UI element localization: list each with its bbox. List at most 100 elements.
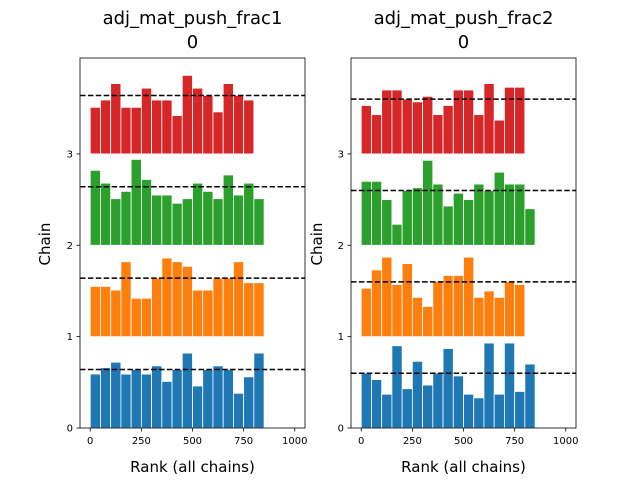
bar-chain-0-bin-12: [212, 365, 224, 429]
bar-chain-0-bin-0: [360, 372, 372, 429]
bar-chain-1-bin-9: [452, 275, 464, 338]
bar-chain-3-bin-8: [442, 105, 454, 155]
bar-chain-0-bin-14: [504, 342, 516, 429]
bar-chain-1-bin-3: [120, 261, 132, 338]
bar-chain-3-bin-7: [432, 114, 444, 155]
bar-chain-3-bin-3: [120, 106, 132, 155]
bar-chain-2-bin-10: [463, 199, 475, 246]
x-axis-label: Rank (all chains): [130, 458, 255, 476]
bar-chain-0-bin-7: [432, 372, 444, 429]
bar-chain-0-bin-2: [381, 393, 393, 429]
bar-chain-3-bin-10: [192, 87, 204, 155]
x-tick-label: 0: [358, 436, 364, 447]
bar-chain-0-bin-8: [171, 369, 183, 429]
bar-chain-0-bin-5: [140, 373, 152, 429]
bar-chain-2-bin-4: [130, 159, 142, 246]
bar-chain-2-bin-6: [151, 194, 163, 246]
y-tick-label: 2: [338, 241, 344, 252]
bar-chain-0-bin-6: [422, 384, 434, 429]
bar-chain-1-bin-1: [371, 269, 383, 338]
bar-chain-0-bin-13: [493, 393, 505, 429]
bar-chain-3-bin-7: [161, 99, 173, 155]
bar-chain-2-bin-2: [381, 199, 393, 246]
bar-chain-1-bin-6: [151, 277, 163, 338]
bar-chain-2-bin-7: [161, 194, 173, 246]
bar-chain-1-bin-16: [253, 282, 265, 338]
x-tick-label: 750: [234, 436, 253, 447]
bar-chain-2-bin-13: [222, 174, 234, 246]
bar-chain-0-bin-4: [130, 369, 142, 429]
panel-title-line-1: adj_mat_push_frac1: [103, 8, 283, 29]
bar-chain-3-bin-11: [202, 95, 214, 155]
bar-chain-2-bin-10: [192, 182, 204, 246]
y-tick-label: 0: [67, 424, 73, 435]
bar-chain-3-bin-4: [130, 106, 142, 155]
bar-chain-1-bin-14: [233, 261, 245, 338]
bar-chain-1-bin-11: [473, 296, 485, 338]
bar-chain-3-bin-9: [181, 74, 193, 155]
bar-chain-1-bin-12: [212, 277, 224, 338]
bar-chain-1-bin-8: [442, 275, 454, 338]
bar-chain-2-bin-12: [212, 198, 224, 246]
bar-chain-1-bin-5: [411, 296, 423, 338]
bar-chain-0-bin-11: [473, 397, 485, 429]
bar-chain-0-bin-3: [391, 345, 403, 429]
bar-chain-0-bin-11: [202, 369, 214, 429]
bar-chain-1-bin-0: [360, 287, 372, 338]
bar-chain-2-bin-3: [120, 190, 132, 246]
bar-chain-3-bin-6: [422, 95, 434, 155]
bar-chain-2-bin-0: [89, 169, 101, 246]
bar-chain-2-bin-16: [253, 198, 265, 246]
bar-chain-2-bin-4: [401, 190, 413, 246]
bar-chain-0-bin-1: [371, 379, 383, 429]
panel-title-line-1: adj_mat_push_frac2: [374, 8, 554, 29]
bar-chain-3-bin-4: [401, 98, 413, 155]
bar-chain-0-bin-10: [463, 393, 475, 429]
y-tick-label: 1: [338, 332, 344, 343]
bar-chain-3-bin-1: [100, 99, 112, 155]
y-tick-label: 1: [67, 332, 73, 343]
panel-adj-mat-push-frac2: adj_mat_push_frac2 0 Chain Rank (all cha…: [308, 8, 578, 476]
bar-chain-0-bin-1: [100, 367, 112, 429]
bar-chain-2-bin-8: [171, 202, 183, 246]
bar-chain-0-bin-9: [181, 352, 193, 429]
y-tick-label: 3: [338, 149, 344, 160]
y-tick-label: 3: [67, 149, 73, 160]
bar-chain-0-bin-13: [222, 369, 234, 429]
bar-chain-0-bin-15: [514, 391, 526, 429]
bar-chain-2-bin-11: [473, 183, 485, 246]
y-axis-label: Chain: [36, 223, 54, 266]
bar-chain-3-bin-0: [89, 106, 101, 155]
panel-title-line-2: 0: [187, 32, 198, 53]
bar-chain-1-bin-12: [483, 290, 495, 338]
x-tick-label: 250: [132, 436, 151, 447]
bar-chain-1-bin-14: [504, 281, 516, 338]
bar-chain-0-bin-7: [161, 381, 173, 429]
y-axis-label: Chain: [308, 223, 326, 266]
bar-chain-1-bin-4: [130, 297, 142, 338]
x-tick-label: 250: [403, 436, 422, 447]
x-tick-label: 1000: [282, 436, 307, 447]
bar-chain-0-bin-5: [411, 360, 423, 429]
bar-chain-3-bin-15: [514, 86, 526, 155]
x-tick-label: 500: [183, 436, 202, 447]
bar-chain-1-bin-13: [222, 277, 234, 338]
bar-chain-1-bin-0: [89, 285, 101, 338]
bar-chain-2-bin-15: [243, 182, 255, 246]
bar-chain-1-bin-6: [422, 306, 434, 338]
bar-chain-3-bin-12: [483, 83, 495, 155]
bar-chain-0-bin-16: [253, 352, 265, 429]
bar-chain-2-bin-1: [100, 182, 112, 246]
bar-chain-0-bin-10: [192, 385, 204, 429]
panel-adj-mat-push-frac1: adj_mat_push_frac1 0 Chain Rank (all cha…: [36, 8, 307, 476]
bar-chain-2-bin-8: [442, 205, 454, 246]
x-tick-label: 1000: [553, 436, 578, 447]
bar-chain-2-bin-9: [452, 192, 464, 246]
y-tick-label: 2: [67, 241, 73, 252]
bar-chain-0-bin-14: [233, 392, 245, 429]
bar-chain-3-bin-13: [222, 83, 234, 155]
bar-chain-1-bin-15: [243, 282, 255, 338]
bar-chain-1-bin-13: [493, 296, 505, 338]
bar-chain-0-bin-0: [89, 373, 101, 429]
